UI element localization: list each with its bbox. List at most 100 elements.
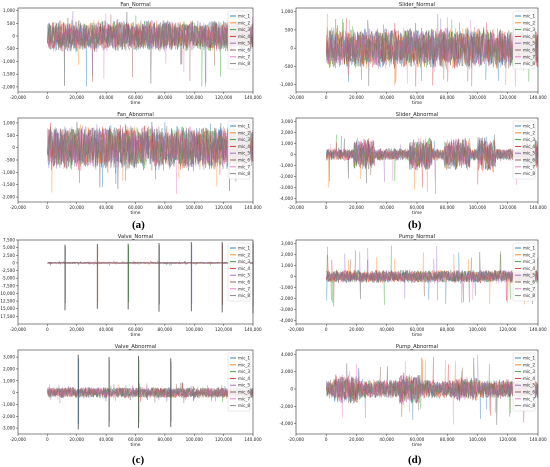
y-tick-label: -500 [5, 46, 15, 51]
plot-frame [17, 239, 254, 325]
legend-label: mic_5 [238, 273, 250, 278]
series-line-mic_8-overlay [326, 374, 538, 404]
x-tick-label: 120,000 [215, 205, 233, 210]
y-tick-label: -10,000 [0, 291, 15, 296]
x-tick-label: 60,000 [410, 95, 425, 100]
x-tick-label: -20,000 [288, 437, 304, 442]
x-tick-label: 140,000 [244, 205, 262, 210]
x-tick-label: -20,000 [10, 437, 26, 442]
x-tick-label: 100,000 [469, 327, 487, 332]
legend-label: mic_6 [523, 158, 535, 163]
y-tick-label: -3,000 [280, 307, 294, 312]
y-tick-label: -2,000 [2, 414, 16, 419]
legend-label: mic_2 [523, 20, 535, 25]
legend-label: mic_4 [523, 144, 535, 149]
legend-label: mic_6 [523, 48, 535, 53]
y-tick-label: 500 [7, 133, 15, 138]
legend-label: mic_8 [523, 61, 535, 66]
x-tick-label: 60,000 [128, 205, 143, 210]
series-line-mic_8-overlay [326, 137, 538, 171]
panel-label-b: (b) [408, 219, 422, 231]
y-tick-label: 0 [290, 152, 293, 157]
subplot-1: Slider_Normal -20,000 0 20,000 40,000 60,000 8… [280, 2, 547, 106]
x-tick-label: 140,000 [529, 95, 547, 100]
x-tick-label: 0 [325, 95, 328, 100]
subplot-3: Slider_Abnormal -20,000 0 20,000 40,000 60,00… [280, 112, 547, 216]
legend-label: mic_7 [523, 54, 535, 59]
legend-label: mic_6 [523, 390, 535, 395]
series-line-mic_6 [326, 250, 538, 303]
legend-label: mic_8 [238, 293, 250, 298]
x-tick-label: -20,000 [288, 95, 304, 100]
panel-label-c: (c) [132, 454, 145, 466]
x-axis-label: time [131, 100, 141, 106]
x-tick-label: 120,000 [215, 327, 233, 332]
x-tick-label: 40,000 [379, 95, 394, 100]
y-tick-label: 2,000 [281, 130, 293, 135]
x-tick-label: 100,000 [469, 95, 487, 100]
x-tick-label: -20,000 [10, 95, 26, 100]
x-tick-label: 60,000 [128, 327, 143, 332]
y-tick-label: -5,000 [2, 276, 16, 281]
legend-box [227, 352, 251, 412]
legend-label: mic_1 [238, 356, 250, 361]
legend-label: mic_2 [238, 130, 250, 135]
subplot-2: Fan_Abnormal -20,000 0 20,000 40,000 60,000 80… [2, 112, 262, 216]
y-tick-label: -500 [5, 158, 15, 163]
subplot-title: Pump_Normal [399, 234, 435, 240]
y-tick-label: 1,000 [281, 141, 293, 146]
x-tick-label: 140,000 [529, 327, 547, 332]
x-tick-label: 60,000 [128, 95, 143, 100]
legend-label: mic_4 [523, 376, 535, 381]
legend-box [227, 242, 251, 302]
y-tick-label: -500 [283, 64, 293, 69]
x-tick-label: 20,000 [69, 327, 84, 332]
subplot-title: Valve_Normal [118, 234, 153, 240]
legend-label: mic_3 [238, 27, 250, 32]
x-axis-label: time [412, 442, 422, 448]
x-tick-label: 80,000 [440, 205, 455, 210]
y-tick-label: 5,000 [3, 245, 15, 250]
legend-label: mic_5 [238, 41, 250, 46]
legend-label: mic_4 [238, 266, 250, 271]
legend-label: mic_6 [238, 158, 250, 163]
legend-box [227, 120, 251, 180]
x-tick-label: 20,000 [349, 437, 364, 442]
subplot-4: Valve_Normal -20,000 0 20,000 40,000 60,000 80… [0, 234, 262, 338]
x-tick-label: 20,000 [69, 205, 84, 210]
legend-label: mic_1 [523, 246, 535, 251]
y-tick-label: -7,500 [2, 283, 16, 288]
y-tick-label: -15,000 [0, 306, 15, 311]
series-line-mic_7 [326, 269, 539, 301]
legend-label: mic_3 [238, 369, 250, 374]
x-tick-label: 40,000 [379, 437, 394, 442]
subplot-title: Pump_Abnormal [396, 344, 438, 350]
series-line-mic_7 [47, 126, 254, 194]
legend-label: mic_3 [523, 137, 535, 142]
y-tick-label: -2,000 [2, 84, 16, 89]
legend-label: mic_1 [523, 356, 535, 361]
y-tick-label: -4,000 [280, 318, 294, 323]
y-tick-label: 0 [12, 145, 15, 150]
x-tick-label: 60,000 [410, 205, 425, 210]
legend-box [512, 10, 536, 70]
x-tick-label: 0 [325, 327, 328, 332]
x-tick-label: 40,000 [379, 205, 394, 210]
x-tick-label: 120,000 [215, 95, 233, 100]
y-tick-label: 0 [12, 260, 15, 265]
y-tick-label: 500 [7, 21, 15, 26]
x-tick-label: 20,000 [349, 95, 364, 100]
x-tick-label: 40,000 [99, 327, 114, 332]
legend-label: mic_7 [523, 286, 535, 291]
x-axis-label: time [412, 100, 422, 106]
panel-label-d: (d) [408, 454, 422, 466]
x-tick-label: 120,000 [499, 95, 517, 100]
x-tick-label: 120,000 [499, 205, 517, 210]
x-tick-label: 80,000 [158, 95, 173, 100]
legend-label: mic_8 [523, 403, 535, 408]
legend-label: mic_4 [523, 34, 535, 39]
x-tick-label: 140,000 [529, 205, 547, 210]
legend-box [512, 352, 536, 412]
x-tick-label: 80,000 [440, 95, 455, 100]
y-tick-label: -2,000 [280, 174, 294, 179]
